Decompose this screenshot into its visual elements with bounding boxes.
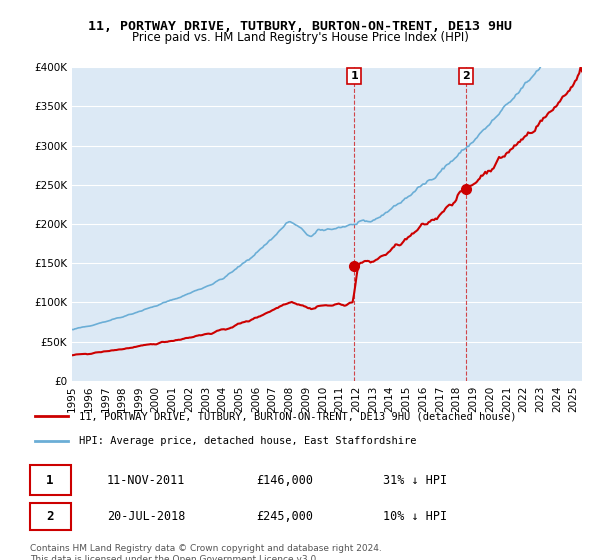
Text: 1: 1 [350, 71, 358, 81]
Text: 11, PORTWAY DRIVE, TUTBURY, BURTON-ON-TRENT, DE13 9HU: 11, PORTWAY DRIVE, TUTBURY, BURTON-ON-TR… [88, 20, 512, 32]
Text: 10% ↓ HPI: 10% ↓ HPI [383, 510, 447, 523]
Text: Contains HM Land Registry data © Crown copyright and database right 2024.
This d: Contains HM Land Registry data © Crown c… [30, 544, 382, 560]
Text: Price paid vs. HM Land Registry's House Price Index (HPI): Price paid vs. HM Land Registry's House … [131, 31, 469, 44]
Text: 20-JUL-2018: 20-JUL-2018 [107, 510, 185, 523]
Text: 11-NOV-2011: 11-NOV-2011 [107, 474, 185, 487]
Text: HPI: Average price, detached house, East Staffordshire: HPI: Average price, detached house, East… [79, 436, 416, 446]
Text: £146,000: £146,000 [256, 474, 313, 487]
Text: 2: 2 [462, 71, 470, 81]
Text: 1: 1 [46, 474, 53, 487]
FancyBboxPatch shape [29, 465, 71, 496]
Text: 31% ↓ HPI: 31% ↓ HPI [383, 474, 447, 487]
FancyBboxPatch shape [29, 502, 71, 530]
Text: 2: 2 [46, 510, 53, 523]
Text: 11, PORTWAY DRIVE, TUTBURY, BURTON-ON-TRENT, DE13 9HU (detached house): 11, PORTWAY DRIVE, TUTBURY, BURTON-ON-TR… [79, 411, 517, 421]
Text: £245,000: £245,000 [256, 510, 313, 523]
